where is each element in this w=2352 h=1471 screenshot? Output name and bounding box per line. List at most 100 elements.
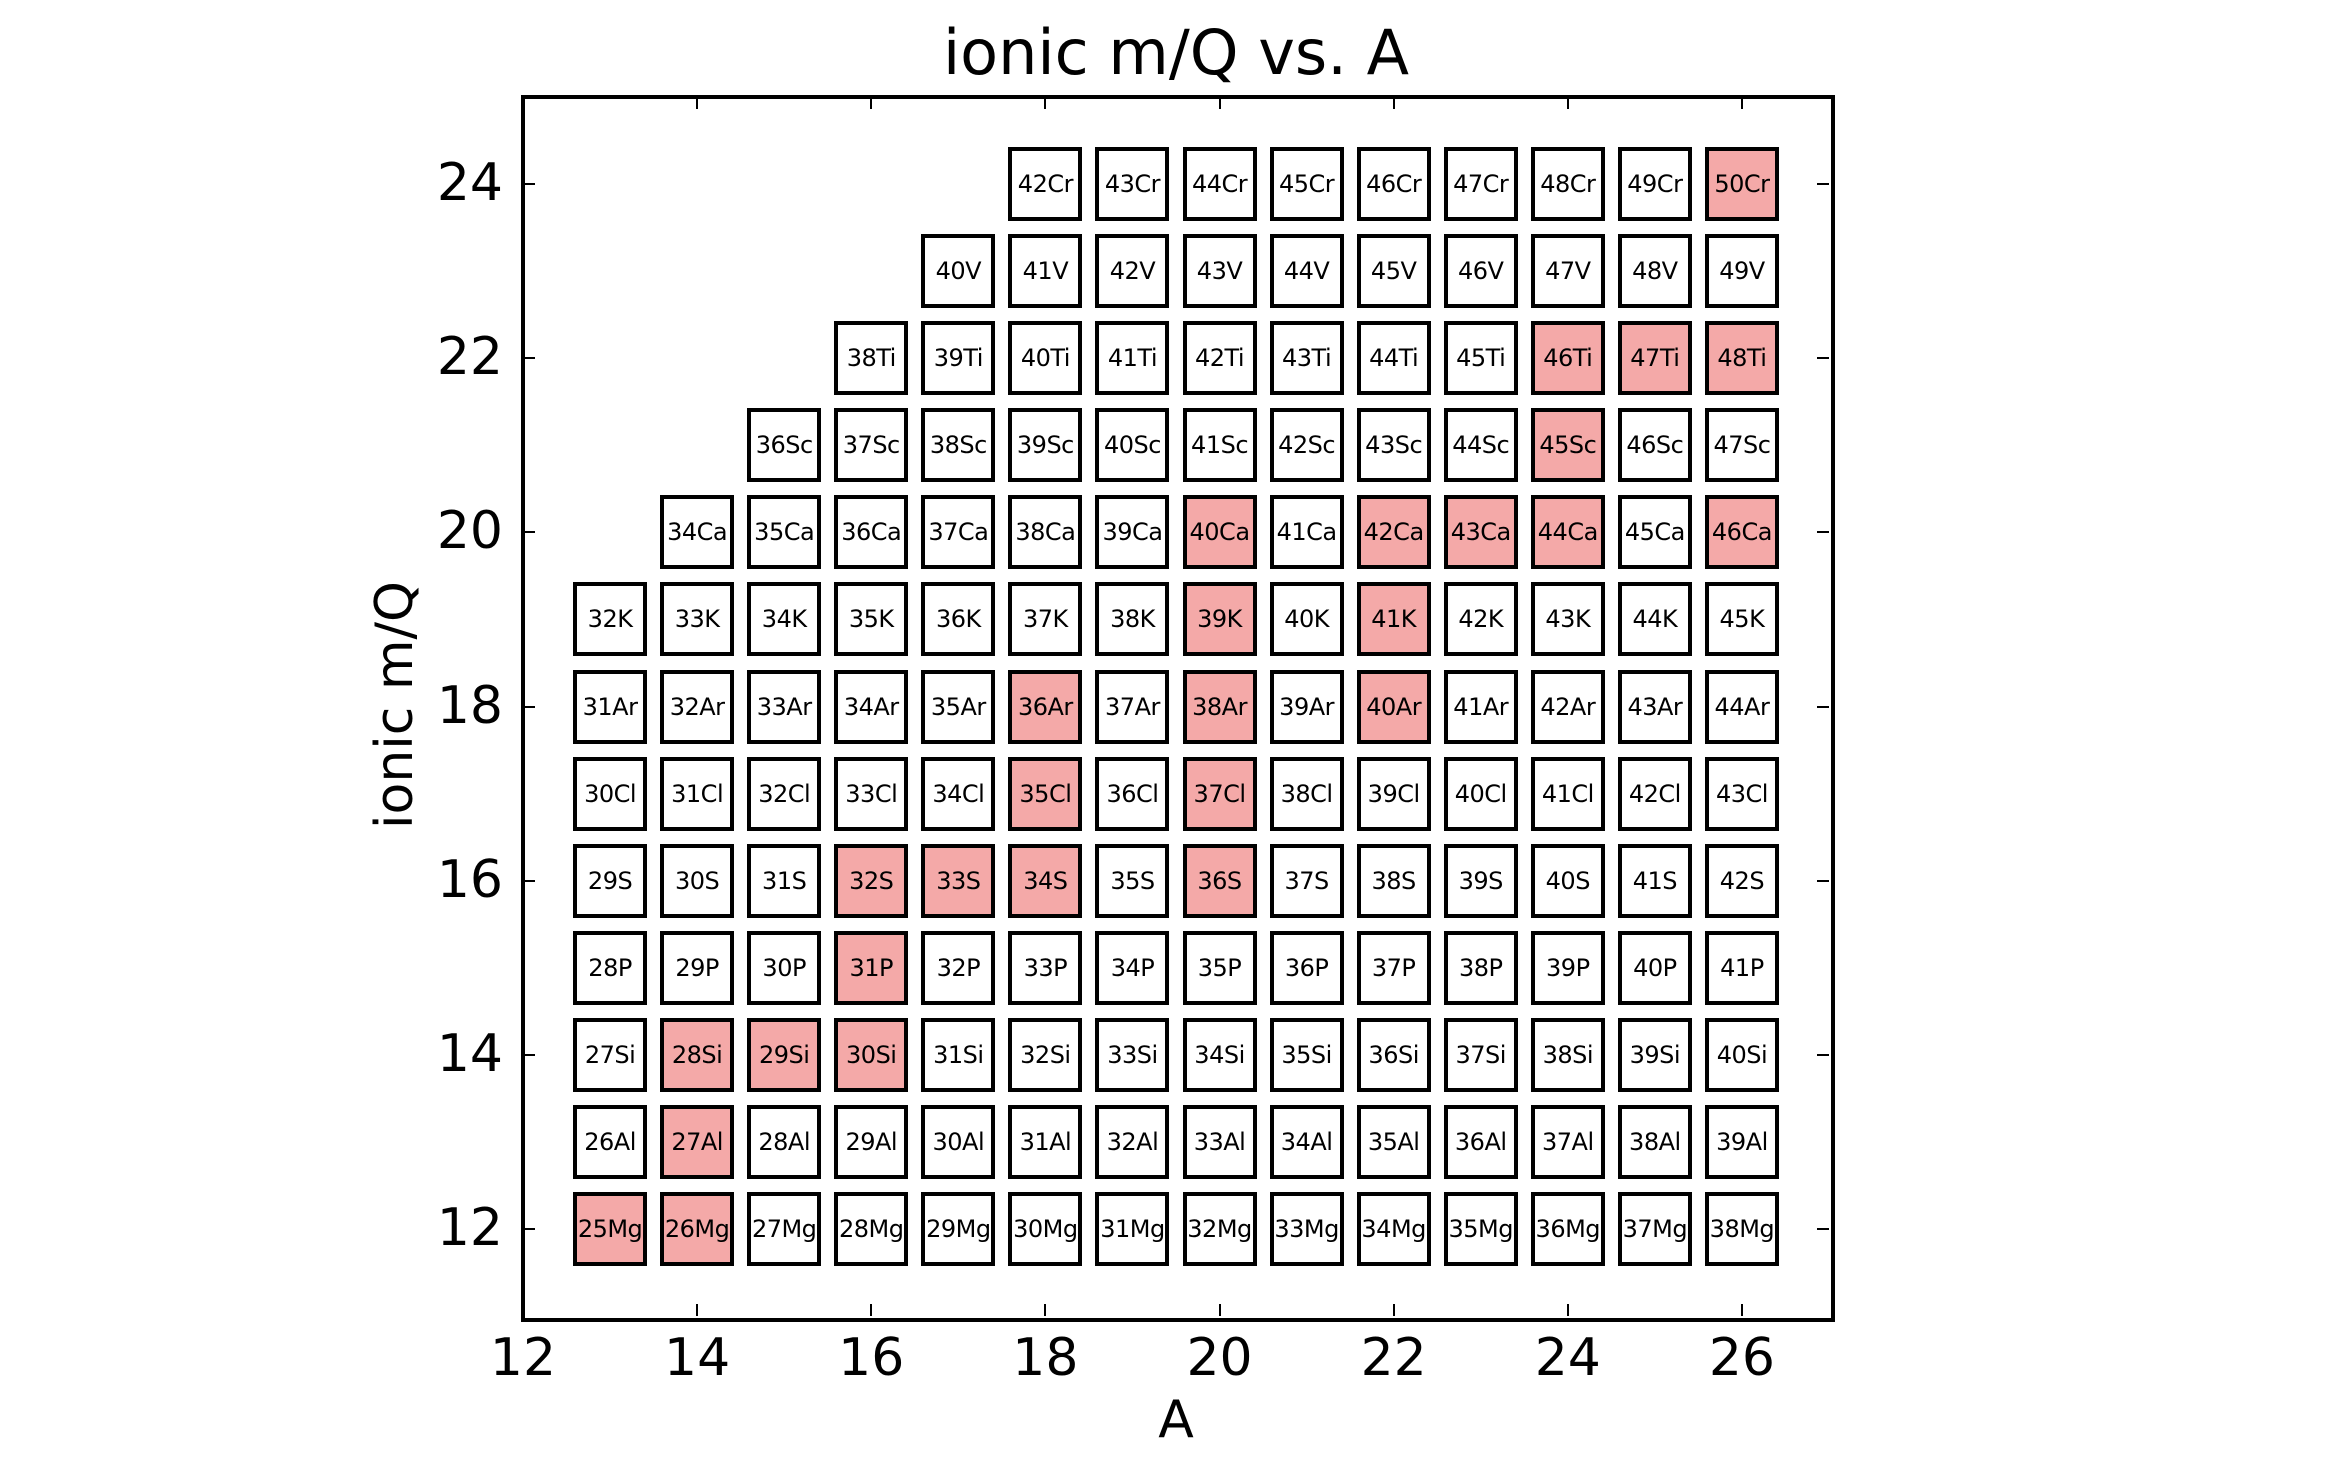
isotope-box-35mg: 35Mg bbox=[1443, 1191, 1518, 1266]
isotope-box-32ar: 32Ar bbox=[660, 669, 735, 744]
isotope-box-35k: 35K bbox=[834, 582, 909, 657]
y-tick-mark bbox=[523, 879, 535, 882]
isotope-box-45k: 45K bbox=[1704, 582, 1779, 657]
x-tick-mark bbox=[1392, 1304, 1395, 1316]
isotope-box-29mg: 29Mg bbox=[921, 1191, 996, 1266]
isotope-box-40p: 40P bbox=[1617, 930, 1692, 1005]
x-tick-label: 26 bbox=[1708, 1328, 1775, 1388]
x-tick-mark bbox=[870, 1304, 873, 1316]
x-tick-mark bbox=[870, 97, 873, 109]
isotope-box-38ar: 38Ar bbox=[1182, 669, 1257, 744]
isotope-box-35al: 35Al bbox=[1356, 1104, 1431, 1179]
isotope-box-36al: 36Al bbox=[1443, 1104, 1518, 1179]
isotope-box-46v: 46V bbox=[1443, 234, 1518, 309]
isotope-box-30al: 30Al bbox=[921, 1104, 996, 1179]
isotope-box-41sc: 41Sc bbox=[1182, 408, 1257, 483]
isotope-box-30mg: 30Mg bbox=[1008, 1191, 1083, 1266]
isotope-box-39al: 39Al bbox=[1704, 1104, 1779, 1179]
isotope-box-39s: 39S bbox=[1443, 843, 1518, 918]
isotope-box-40ar: 40Ar bbox=[1356, 669, 1431, 744]
x-tick-mark bbox=[1566, 1304, 1569, 1316]
isotope-box-38al: 38Al bbox=[1617, 1104, 1692, 1179]
x-tick-label: 18 bbox=[1012, 1328, 1079, 1388]
isotope-box-40sc: 40Sc bbox=[1095, 408, 1170, 483]
isotope-box-32cl: 32Cl bbox=[747, 756, 822, 831]
y-tick-mark bbox=[1817, 183, 1829, 186]
isotope-box-43ca: 43Ca bbox=[1443, 495, 1518, 570]
isotope-box-49cr: 49Cr bbox=[1617, 147, 1692, 222]
isotope-box-31mg: 31Mg bbox=[1095, 1191, 1170, 1266]
isotope-box-37cl: 37Cl bbox=[1182, 756, 1257, 831]
isotope-box-36s: 36S bbox=[1182, 843, 1257, 918]
isotope-box-48ti: 48Ti bbox=[1704, 321, 1779, 396]
isotope-box-35ca: 35Ca bbox=[747, 495, 822, 570]
isotope-box-37k: 37K bbox=[1008, 582, 1083, 657]
isotope-box-43v: 43V bbox=[1182, 234, 1257, 309]
x-tick-mark bbox=[1218, 97, 1221, 109]
isotope-box-36k: 36K bbox=[921, 582, 996, 657]
x-tick-mark bbox=[522, 97, 524, 109]
isotope-box-39ti: 39Ti bbox=[921, 321, 996, 396]
isotope-box-50cr: 50Cr bbox=[1704, 147, 1779, 222]
isotope-box-45ca: 45Ca bbox=[1617, 495, 1692, 570]
y-tick-label: 12 bbox=[436, 1197, 503, 1258]
isotope-box-44v: 44V bbox=[1269, 234, 1344, 309]
y-tick-mark bbox=[523, 357, 535, 360]
y-tick-label: 22 bbox=[436, 327, 503, 388]
isotope-box-36sc: 36Sc bbox=[747, 408, 822, 483]
y-tick-mark bbox=[1817, 879, 1829, 882]
y-tick-mark bbox=[1817, 705, 1829, 708]
isotope-box-39sc: 39Sc bbox=[1008, 408, 1083, 483]
isotope-box-28si: 28Si bbox=[660, 1017, 735, 1092]
isotope-box-38ca: 38Ca bbox=[1008, 495, 1083, 570]
isotope-box-44cr: 44Cr bbox=[1182, 147, 1257, 222]
isotope-box-38s: 38S bbox=[1356, 843, 1431, 918]
x-tick-label: 20 bbox=[1186, 1328, 1253, 1388]
isotope-box-42cr: 42Cr bbox=[1008, 147, 1083, 222]
isotope-box-34ca: 34Ca bbox=[660, 495, 735, 570]
isotope-box-28p: 28P bbox=[573, 930, 648, 1005]
isotope-box-41cl: 41Cl bbox=[1530, 756, 1605, 831]
isotope-box-41k: 41K bbox=[1356, 582, 1431, 657]
isotope-box-31ar: 31Ar bbox=[573, 669, 648, 744]
isotope-box-29si: 29Si bbox=[747, 1017, 822, 1092]
isotope-box-40ca: 40Ca bbox=[1182, 495, 1257, 570]
isotope-box-34ar: 34Ar bbox=[834, 669, 909, 744]
y-tick-mark bbox=[523, 1227, 535, 1230]
isotope-box-35cl: 35Cl bbox=[1008, 756, 1083, 831]
isotope-box-47ti: 47Ti bbox=[1617, 321, 1692, 396]
isotope-box-33si: 33Si bbox=[1095, 1017, 1170, 1092]
isotope-box-26al: 26Al bbox=[573, 1104, 648, 1179]
isotope-box-46cr: 46Cr bbox=[1356, 147, 1431, 222]
y-tick-label: 16 bbox=[436, 849, 503, 910]
isotope-box-38k: 38K bbox=[1095, 582, 1170, 657]
isotope-box-37al: 37Al bbox=[1530, 1104, 1605, 1179]
isotope-box-33ar: 33Ar bbox=[747, 669, 822, 744]
isotope-box-39ca: 39Ca bbox=[1095, 495, 1170, 570]
isotope-box-43sc: 43Sc bbox=[1356, 408, 1431, 483]
y-tick-mark bbox=[523, 183, 535, 186]
y-tick-label: 20 bbox=[436, 501, 503, 562]
isotope-box-31si: 31Si bbox=[921, 1017, 996, 1092]
isotope-box-32k: 32K bbox=[573, 582, 648, 657]
y-tick-label: 18 bbox=[436, 675, 503, 736]
isotope-box-37mg: 37Mg bbox=[1617, 1191, 1692, 1266]
isotope-box-30si: 30Si bbox=[834, 1017, 909, 1092]
isotope-box-35ar: 35Ar bbox=[921, 669, 996, 744]
isotope-box-45v: 45V bbox=[1356, 234, 1431, 309]
isotope-box-36cl: 36Cl bbox=[1095, 756, 1170, 831]
isotope-box-42ca: 42Ca bbox=[1356, 495, 1431, 570]
isotope-box-26mg: 26Mg bbox=[660, 1191, 735, 1266]
isotope-box-42k: 42K bbox=[1443, 582, 1518, 657]
isotope-box-44ar: 44Ar bbox=[1704, 669, 1779, 744]
isotope-box-47cr: 47Cr bbox=[1443, 147, 1518, 222]
isotope-box-39si: 39Si bbox=[1617, 1017, 1692, 1092]
isotope-box-27mg: 27Mg bbox=[747, 1191, 822, 1266]
isotope-box-46ti: 46Ti bbox=[1530, 321, 1605, 396]
isotope-box-37ar: 37Ar bbox=[1095, 669, 1170, 744]
x-tick-label: 22 bbox=[1360, 1328, 1427, 1388]
isotope-box-46ca: 46Ca bbox=[1704, 495, 1779, 570]
isotope-box-33k: 33K bbox=[660, 582, 735, 657]
isotope-box-41ti: 41Ti bbox=[1095, 321, 1170, 396]
x-tick-mark bbox=[1218, 1304, 1221, 1316]
